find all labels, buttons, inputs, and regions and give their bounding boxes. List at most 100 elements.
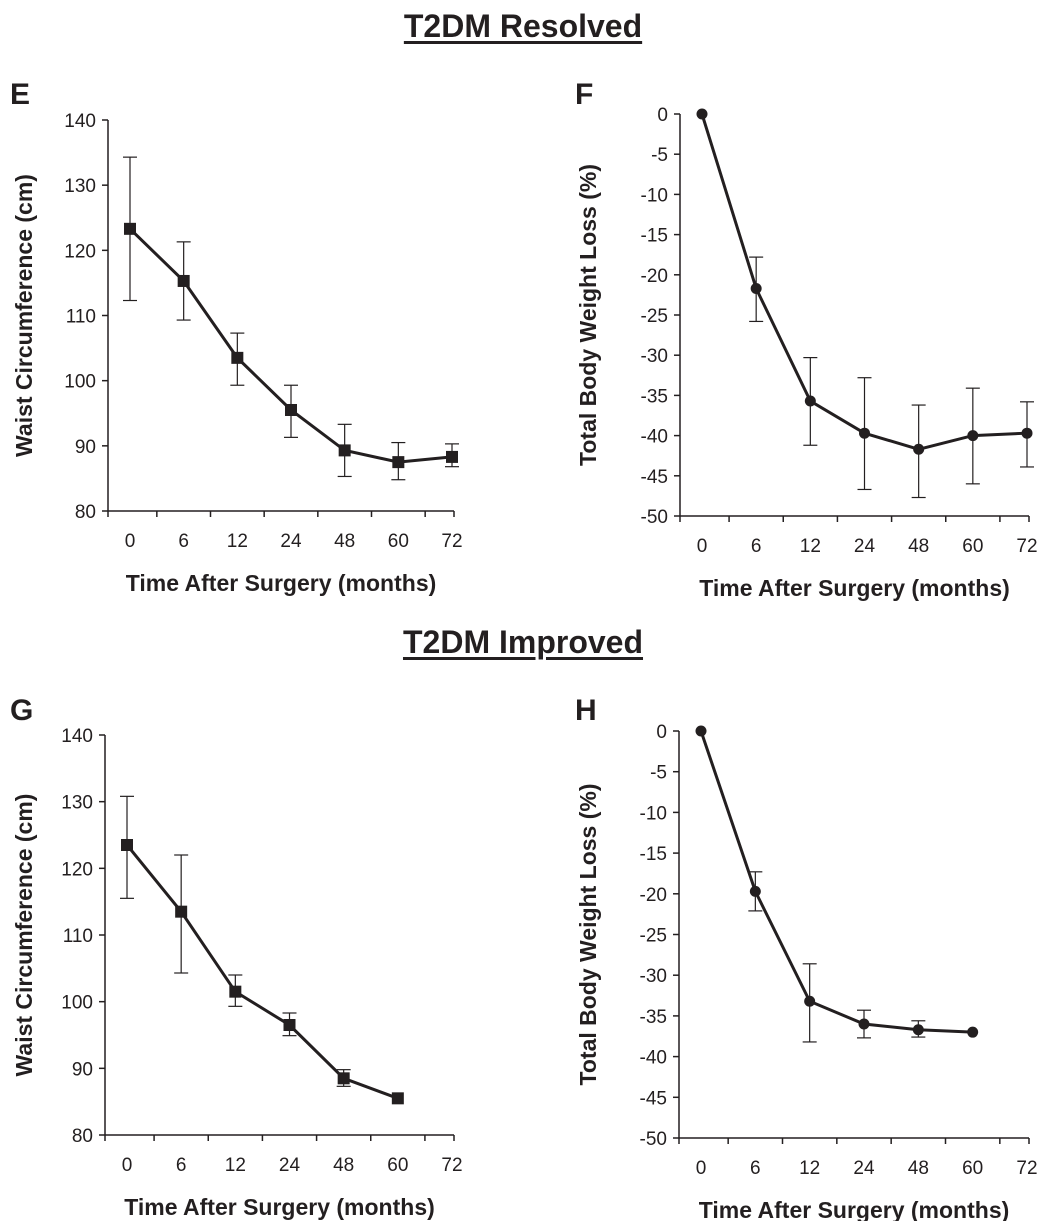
y-tick-label: -40 [641, 427, 668, 448]
data-point-square [231, 351, 244, 364]
x-tick-label: 6 [751, 536, 762, 557]
data-point-square [177, 274, 190, 287]
data-point-circle [695, 725, 707, 737]
y-tick-label: -30 [640, 966, 667, 987]
x-tick-label: 60 [388, 531, 409, 552]
y-tick-label: -15 [640, 844, 667, 865]
x-tick-label: 12 [227, 531, 248, 552]
x-tick-label: 0 [122, 1155, 133, 1176]
y-tick-label: -50 [641, 507, 668, 528]
x-tick-label: 12 [799, 1158, 820, 1179]
series-line [125, 844, 399, 1100]
y-tick-label: -50 [640, 1129, 667, 1150]
data-point-square [175, 905, 188, 918]
panel-letter: F [575, 78, 593, 111]
x-tick-label: 60 [962, 536, 983, 557]
x-axis-title: Time After Surgery (months) [699, 575, 1010, 601]
y-tick-label: -15 [641, 226, 668, 247]
x-tick-label: 48 [908, 1158, 929, 1179]
data-point-circle [967, 430, 979, 442]
series-line [699, 730, 973, 1034]
y-tick-label: -25 [641, 306, 668, 327]
x-tick-label: 6 [178, 531, 189, 552]
x-tick-label: 24 [854, 536, 876, 557]
data-point-circle [696, 108, 708, 120]
y-tick-label: 100 [61, 993, 93, 1014]
data-point-square [391, 1092, 404, 1105]
y-tick-label: 80 [75, 502, 96, 523]
data-point-circle [804, 995, 816, 1007]
data-point-circle [749, 885, 761, 897]
y-tick-label: -5 [650, 763, 667, 784]
y-tick-label: -10 [641, 185, 668, 206]
y-tick-label: 100 [64, 372, 96, 393]
x-tick-label: 12 [800, 536, 821, 557]
x-tick-label: 0 [696, 1158, 707, 1179]
section-title-improved: T2DM Improved [402, 624, 644, 660]
panel-letter: E [10, 78, 30, 111]
data-point-square [229, 985, 242, 998]
x-tick-label: 6 [750, 1158, 761, 1179]
data-point-circle [913, 443, 925, 455]
y-tick-label: -35 [640, 1007, 667, 1028]
data-point-circle [858, 1018, 870, 1030]
data-point-square [121, 839, 133, 851]
x-tick-label: 24 [853, 1158, 875, 1179]
data-point-square [337, 1072, 350, 1085]
y-tick-label: -25 [640, 926, 667, 947]
y-tick-label: -30 [641, 346, 668, 367]
y-axis-title: Total Body Weight Loss (%) [575, 164, 601, 466]
x-tick-label: 48 [334, 531, 355, 552]
y-tick-label: 90 [72, 1059, 93, 1080]
data-point-circle [750, 282, 762, 294]
y-tick-label: 140 [61, 726, 93, 747]
y-tick-label: -5 [651, 145, 668, 166]
y-tick-label: 80 [72, 1126, 93, 1147]
x-tick-label: 48 [333, 1155, 354, 1176]
y-tick-label: 110 [66, 307, 96, 328]
y-tick-label: -40 [640, 1048, 667, 1069]
y-tick-label: -45 [640, 1088, 667, 1109]
data-point-circle [804, 395, 816, 407]
data-point-circle [967, 1026, 979, 1038]
x-tick-label: 72 [1016, 1158, 1037, 1179]
y-tick-label: 130 [61, 793, 93, 814]
data-point-square [338, 444, 351, 457]
y-tick-label: 120 [64, 241, 96, 262]
y-axis-title: Waist Circumference (cm) [11, 174, 37, 457]
x-tick-label: 24 [280, 531, 302, 552]
x-tick-label: 48 [908, 536, 929, 557]
y-tick-label: 0 [657, 105, 668, 126]
section-title-resolved: T2DM Resolved [403, 8, 643, 44]
panel-letter: G [10, 694, 33, 727]
data-point-circle [912, 1024, 924, 1036]
x-tick-label: 6 [176, 1155, 187, 1176]
y-axis-title: Waist Circumference (cm) [11, 794, 37, 1077]
y-tick-label: -20 [641, 266, 668, 287]
data-point-square [124, 222, 136, 235]
y-tick-label: 0 [656, 722, 667, 743]
data-point-square [283, 1019, 296, 1031]
data-point-square [446, 450, 458, 463]
data-point-circle [1021, 427, 1033, 439]
x-tick-label: 0 [125, 531, 136, 552]
y-tick-label: -20 [640, 885, 667, 906]
x-tick-label: 72 [441, 1155, 462, 1176]
y-axis-title: Total Body Weight Loss (%) [575, 784, 601, 1086]
x-tick-label: 0 [697, 536, 708, 557]
y-tick-label: 120 [61, 859, 93, 880]
data-point-square [285, 403, 297, 416]
x-tick-label: 72 [1016, 536, 1037, 557]
data-point-circle [859, 427, 870, 439]
y-tick-label: -45 [641, 467, 668, 488]
x-tick-label: 60 [387, 1155, 408, 1176]
x-tick-label: 12 [225, 1155, 246, 1176]
y-tick-label: 90 [75, 437, 96, 458]
x-axis-title: Time After Surgery (months) [699, 1197, 1010, 1221]
y-tick-label: 130 [64, 176, 96, 197]
x-tick-label: 60 [962, 1158, 983, 1179]
x-axis-title: Time After Surgery (months) [126, 570, 437, 596]
x-axis-title: Time After Surgery (months) [124, 1194, 435, 1220]
x-tick-label: 72 [441, 531, 462, 552]
